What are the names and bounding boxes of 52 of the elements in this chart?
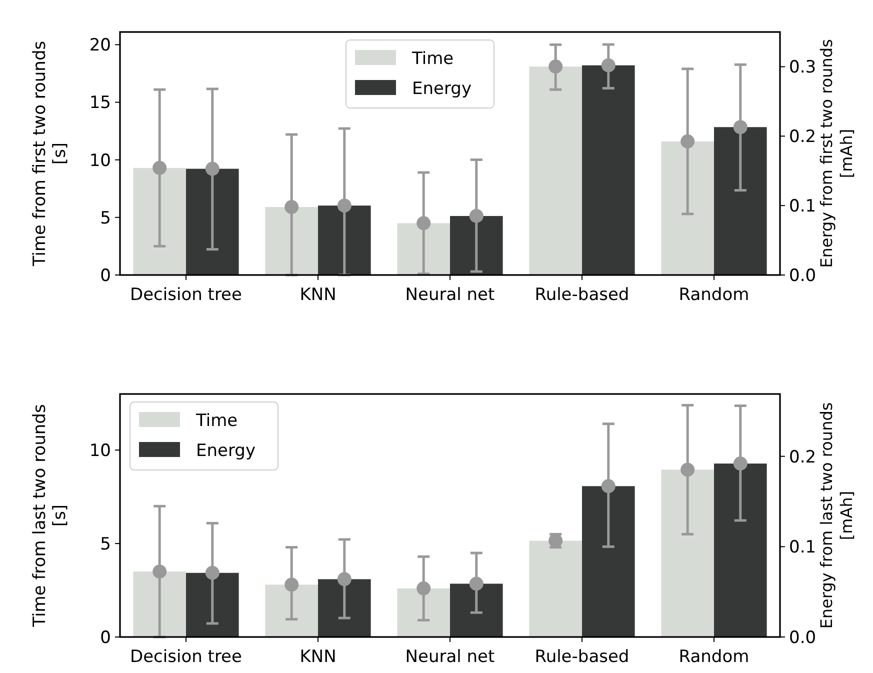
y-axis-title: Time from last two rounds [s]	[30, 404, 70, 628]
y2-axis-title: Energy from first two rounds [mAh]	[817, 39, 856, 268]
legend-label: Time	[195, 410, 238, 431]
y2-tick-label: 0.1	[789, 196, 816, 217]
x-tick-label: KNN	[300, 647, 336, 667]
point	[680, 462, 695, 477]
x-tick-label: Neural net	[405, 285, 496, 305]
point	[601, 479, 616, 494]
point	[680, 134, 695, 148]
y-tick-label: 0	[100, 628, 111, 648]
x-tick-label: Rule-based	[534, 647, 630, 667]
y-tick-label: 5	[100, 534, 111, 554]
y2-tick-label: 0.3	[789, 58, 816, 78]
point	[469, 576, 484, 591]
y-tick-label: 10	[89, 150, 111, 171]
y2-tick-label: 0.1	[789, 538, 816, 558]
y-axis-title: Time from first two rounds [s]	[30, 40, 70, 268]
legend-label: Energy	[196, 440, 256, 461]
y-tick-label: 0	[100, 266, 111, 286]
y2-tick-label: 0.2	[789, 127, 816, 148]
legend-label: Energy	[412, 78, 472, 99]
y-tick-label: 10	[89, 441, 111, 462]
point	[733, 120, 748, 134]
y-tick-label: 15	[89, 93, 111, 114]
x-tick-label: Random	[678, 285, 750, 305]
x-tick-label: Rule-based	[534, 285, 630, 305]
point	[416, 216, 431, 230]
y-tick-label: 20	[89, 36, 111, 56]
point	[284, 578, 299, 592]
point	[152, 160, 167, 175]
x-tick-label: Random	[678, 647, 750, 667]
x-tick-label: Decision tree	[130, 647, 242, 667]
point	[337, 198, 352, 213]
point	[548, 60, 563, 74]
y2-tick-label: 0.2	[789, 447, 816, 468]
point	[284, 200, 299, 214]
y2-axis-title: Energy from last two rounds [mAh]	[817, 402, 856, 629]
point	[733, 456, 748, 471]
point	[205, 566, 220, 580]
point	[337, 572, 352, 586]
point	[469, 208, 484, 223]
point	[205, 162, 220, 176]
point	[152, 564, 167, 579]
y-tick-label: 5	[100, 208, 111, 228]
y2-tick-label: 0.0	[789, 266, 816, 286]
x-tick-label: Neural net	[405, 647, 496, 667]
legend-label: Time	[411, 48, 454, 69]
x-tick-label: Decision tree	[130, 285, 242, 305]
x-tick-label: KNN	[300, 285, 336, 305]
y2-tick-label: 0.0	[789, 628, 816, 648]
point	[416, 581, 431, 596]
point	[601, 58, 616, 72]
